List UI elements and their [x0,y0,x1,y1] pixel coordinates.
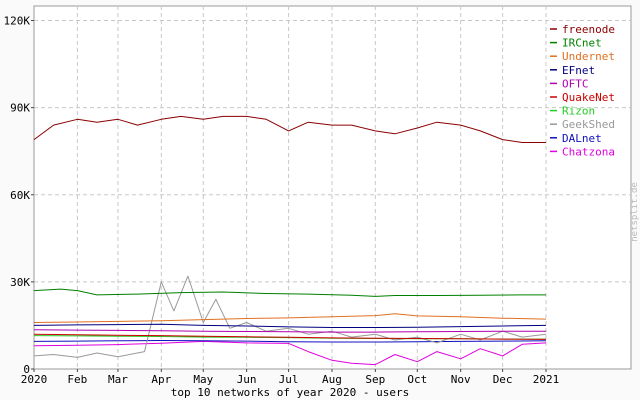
series-line-chatzona [33,340,547,366]
legend-entry: OFTC [562,77,589,90]
series-line-ircnet [33,288,546,297]
x-tick-label: Aug [322,373,342,386]
x-tick-label: Mar [108,373,128,386]
y-tick-label: 60K [10,189,30,202]
series-line-quakenet [33,333,547,340]
series-line-undernet [33,313,547,323]
grid [34,6,631,369]
x-tick-label: Sep [365,373,385,386]
y-tick-label: 30K [10,276,30,289]
x-tick-label: May [193,373,213,386]
series-line-dalnet [33,340,547,343]
legend-entry: GeekShed [562,118,615,131]
legend-entry: EFnet [562,64,595,77]
legend-entry: DALnet [562,132,602,145]
x-tick-label: Jul [279,373,299,386]
x-tick-label: Jun [237,373,257,386]
legend-entry: Rizon [562,105,595,118]
legend: freenodeIRCnetUndernetEFnetOFTCQuakeNetR… [550,23,615,158]
plot-area [33,5,632,370]
x-tick-label: 2021 [533,373,560,386]
x-tick-label: Feb [67,373,87,386]
legend-entry: IRCnet [562,37,602,50]
x-tick-label: 2020 [21,373,48,386]
legend-entry: Chatzona [562,145,615,158]
x-tick-label: Dec [493,373,513,386]
axes: 0 30K 60K 90K 120K 2020 Feb Mar Apr May Jun Jul Aug S… [4,15,560,386]
y-tick-label: 120K [4,15,31,28]
watermark: netsplit.de [630,182,640,242]
series-line-efnet [33,323,547,328]
y-tick-label: 0 [23,363,30,376]
x-tick-label: Oct [407,373,427,386]
series-line-freenode [33,115,546,143]
chart-title: top 10 networks of year 2020 - users [171,386,409,399]
legend-entry: Undernet [562,50,615,63]
series-group [33,115,547,366]
x-tick-label: Apr [151,373,171,386]
x-tick-label: Nov [451,373,471,386]
series-line-oftc [33,329,546,333]
legend-entry: QuakeNet [562,91,615,104]
legend-entry: freenode [562,23,615,36]
y-tick-label: 90K [10,102,30,115]
